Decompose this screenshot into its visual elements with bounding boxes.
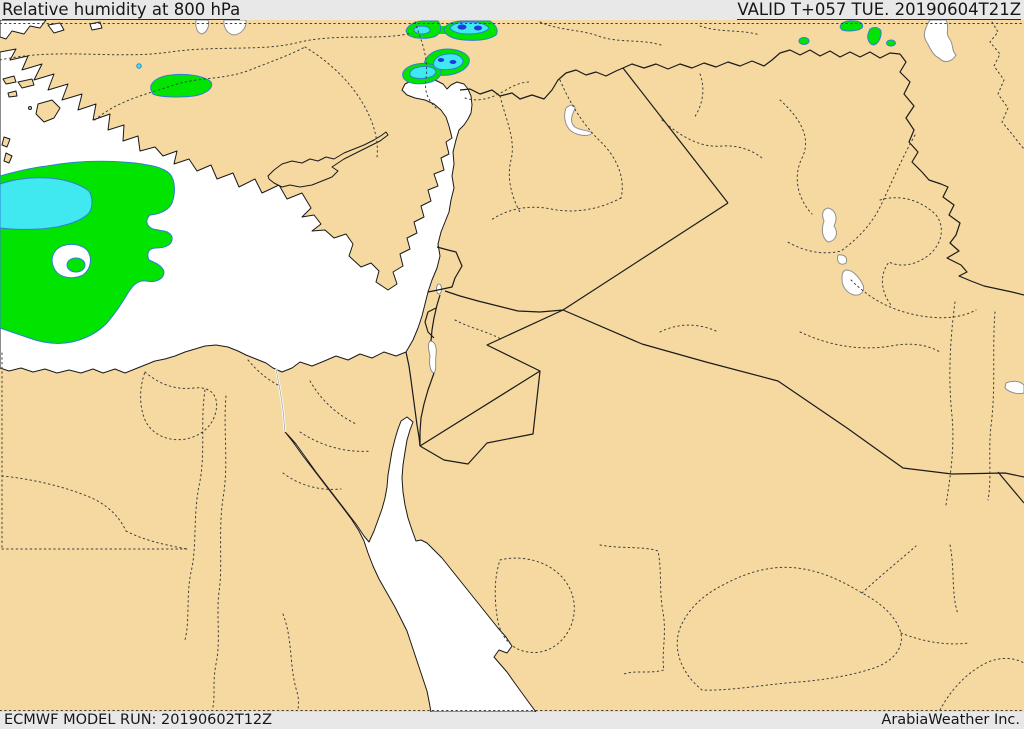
footer-bar: ECMWF MODEL RUN: 20190602T12Z ArabiaWeat… xyxy=(0,712,1024,729)
red-sea xyxy=(284,416,537,712)
model-run-label: ECMWF MODEL RUN: 20190602T12Z xyxy=(4,712,273,728)
samos-island xyxy=(2,75,17,85)
cyan-core-mediterranean xyxy=(0,177,93,230)
border-syria-jordan xyxy=(444,290,564,313)
cyprus-island xyxy=(267,131,389,188)
blue-max xyxy=(437,58,445,62)
border-turkey-south xyxy=(459,49,901,100)
lake-urmia xyxy=(923,20,957,63)
small-lake xyxy=(837,254,848,265)
valid-time-label: VALID T+057 TUE. 20190604T21Z xyxy=(737,0,1021,20)
product-title: Relative humidity at 800 hPa xyxy=(2,0,241,20)
border-syria-iraq xyxy=(622,67,729,204)
border-iran xyxy=(899,53,1024,296)
border-kuwait xyxy=(997,471,1024,504)
humidity-patch-n-iraq xyxy=(886,39,896,47)
country-borders xyxy=(405,49,1024,504)
admin-boundaries xyxy=(0,21,1024,711)
islands xyxy=(1,75,389,188)
land-area xyxy=(0,20,1024,712)
border-jordan-saudi-south xyxy=(419,370,541,465)
border-israel-jordan xyxy=(419,294,441,446)
humidity-patch-n-iraq xyxy=(867,26,882,46)
border-egypt-israel xyxy=(405,351,421,447)
small-island xyxy=(3,152,13,164)
map-canvas xyxy=(0,20,1024,712)
blue-max xyxy=(457,24,467,30)
humidity-blue-maxima xyxy=(437,24,482,64)
kos-island xyxy=(17,78,35,89)
rhodes-island xyxy=(35,99,61,123)
suez-canal-line xyxy=(275,368,286,433)
lake-tharthar xyxy=(821,207,837,243)
small-island xyxy=(7,90,18,98)
humidity-patch-n-iraq xyxy=(798,37,810,45)
cyan-core-taurus-1 xyxy=(433,53,464,71)
lake-assad xyxy=(564,104,593,136)
blue-max xyxy=(449,60,457,64)
small-island xyxy=(1,136,11,148)
lake-habbaniyah xyxy=(841,269,865,296)
black-sea-corner xyxy=(0,20,47,40)
blue-max xyxy=(474,25,482,31)
cyan-dot-sw-turkey xyxy=(136,63,142,69)
border-jordan-saudi xyxy=(419,309,564,447)
humidity-islet xyxy=(66,257,86,273)
border-lebanon xyxy=(427,246,463,293)
header-bar: Relative humidity at 800 hPa VALID T+057… xyxy=(0,0,1024,20)
provider-label: ArabiaWeather Inc. xyxy=(881,712,1020,728)
humidity-patch-sw-turkey xyxy=(150,73,213,98)
humidity-patch-bridge xyxy=(434,26,450,34)
cyan-core-taurus-2 xyxy=(409,65,437,79)
border-jordan-iraq xyxy=(562,202,729,311)
edge-lake xyxy=(1004,380,1024,395)
tiny-island xyxy=(28,106,32,110)
border-iraq-saudi xyxy=(562,309,1024,478)
humidity-patch-n-iraq xyxy=(839,20,864,32)
border-west-bank xyxy=(424,307,437,339)
